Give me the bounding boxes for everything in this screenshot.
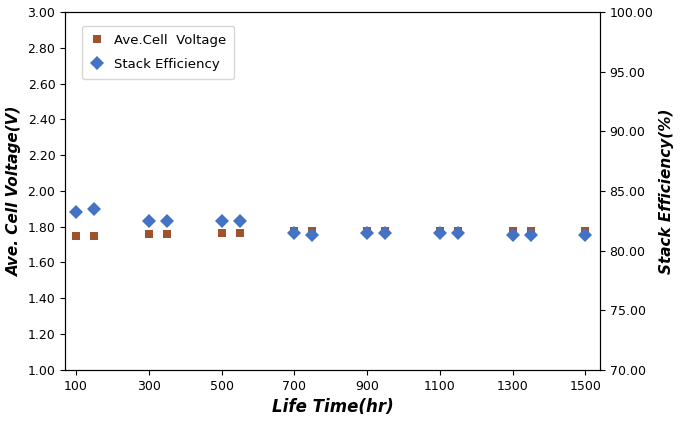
Ave.Cell  Voltage [72, 234, 80, 239]
Stack Efficiency [454, 230, 462, 235]
Ave.Cell  Voltage [236, 231, 244, 236]
Stack Efficiency [582, 233, 590, 238]
Stack Efficiency [381, 230, 390, 235]
Stack Efficiency [144, 218, 153, 223]
Ave.Cell  Voltage [363, 228, 371, 233]
Ave.Cell  Voltage [582, 228, 590, 233]
Ave.Cell  Voltage [290, 228, 298, 233]
Ave.Cell  Voltage [381, 228, 390, 233]
Line: Stack Efficiency: Stack Efficiency [71, 204, 590, 240]
Stack Efficiency [236, 218, 244, 223]
Ave.Cell  Voltage [90, 234, 98, 239]
X-axis label: Life Time(hr): Life Time(hr) [272, 398, 394, 416]
Y-axis label: Stack Efficiency(%): Stack Efficiency(%) [659, 108, 674, 274]
Ave.Cell  Voltage [163, 231, 171, 236]
Stack Efficiency [509, 233, 517, 238]
Line: Ave.Cell  Voltage: Ave.Cell Voltage [72, 227, 589, 240]
Legend: Ave.Cell  Voltage, Stack Efficiency: Ave.Cell Voltage, Stack Efficiency [82, 26, 234, 79]
Y-axis label: Ave. Cell Voltage(V): Ave. Cell Voltage(V) [7, 106, 22, 276]
Stack Efficiency [163, 218, 171, 223]
Ave.Cell  Voltage [217, 231, 225, 236]
Stack Efficiency [436, 230, 444, 235]
Stack Efficiency [72, 210, 80, 215]
Stack Efficiency [290, 230, 298, 235]
Ave.Cell  Voltage [308, 228, 317, 233]
Ave.Cell  Voltage [454, 228, 462, 233]
Stack Efficiency [526, 233, 535, 238]
Ave.Cell  Voltage [509, 228, 517, 233]
Ave.Cell  Voltage [436, 228, 444, 233]
Ave.Cell  Voltage [526, 228, 535, 233]
Stack Efficiency [308, 233, 317, 238]
Stack Efficiency [217, 218, 225, 223]
Ave.Cell  Voltage [144, 231, 153, 236]
Stack Efficiency [90, 206, 98, 212]
Stack Efficiency [363, 230, 371, 235]
